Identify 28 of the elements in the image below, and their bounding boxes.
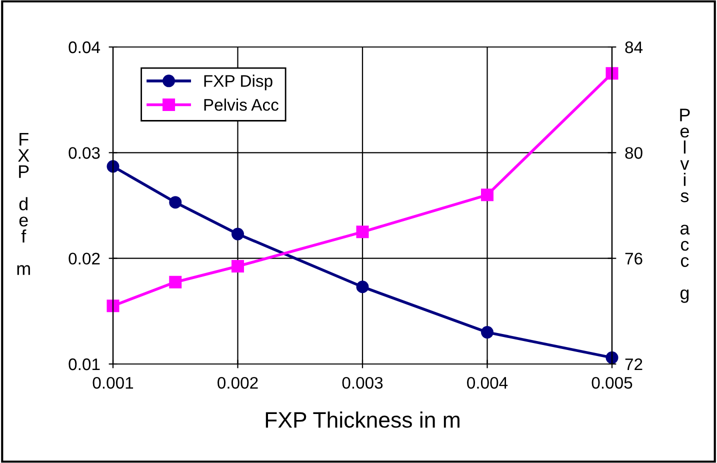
legend-label: Pelvis Acc — [204, 98, 278, 111]
y2-tick-label: 76 — [625, 252, 642, 265]
x-tick-label: 0.004 — [467, 376, 508, 389]
x-tick-label: 0.005 — [592, 376, 632, 389]
point — [232, 260, 244, 273]
x-axis-title: FXP Thickness in m — [266, 411, 460, 428]
x-tick-label: 0.001 — [92, 376, 134, 389]
point — [356, 280, 369, 294]
y2-tick-label: 84 — [625, 41, 643, 54]
y2-tick-label: 80 — [625, 147, 642, 159]
x-tick-label: 0.003 — [342, 376, 383, 389]
y-tick-label: 0.03 — [68, 147, 100, 159]
x-tick-label: 0.002 — [218, 376, 258, 389]
point — [606, 67, 618, 80]
y-tick-label: 0.04 — [68, 41, 100, 54]
legend-label: FXP Disp — [204, 74, 272, 90]
point — [169, 276, 182, 288]
text: Pelvis acc g — [680, 108, 690, 303]
point — [169, 196, 182, 209]
point — [481, 188, 494, 202]
y2-tick-label: 72 — [625, 358, 642, 370]
y-tick-label: 0.02 — [68, 252, 100, 265]
point — [232, 228, 244, 240]
y-tick-label: 0.01 — [68, 358, 100, 370]
text: FXP def m — [17, 133, 30, 275]
point — [356, 226, 369, 238]
point — [481, 326, 494, 339]
point — [106, 300, 120, 312]
